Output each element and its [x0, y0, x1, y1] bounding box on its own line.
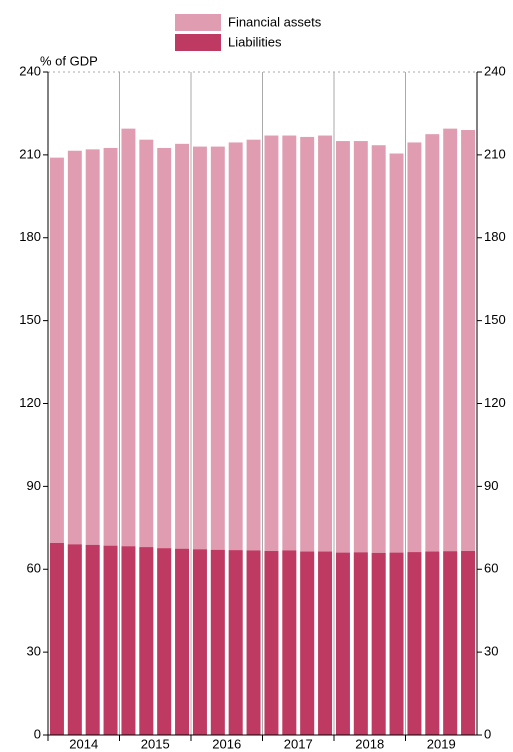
x-tick-label: 2015 [141, 736, 170, 751]
y-tick-label: 240 [19, 63, 41, 78]
y2-tick-label: 0 [484, 726, 491, 741]
y2-tick-label: 60 [484, 561, 498, 576]
bar [228, 550, 243, 735]
y-tick-label: 90 [27, 478, 41, 493]
bar [67, 544, 82, 735]
bar [264, 551, 279, 735]
y2-tick-label: 90 [484, 478, 498, 493]
y-tick-label: 150 [19, 312, 41, 327]
bar [85, 544, 100, 735]
y2-tick-label: 210 [484, 146, 506, 161]
bar [335, 552, 350, 735]
bar [157, 548, 172, 735]
y-tick-label: 180 [19, 229, 41, 244]
bar [371, 552, 386, 735]
y-tick-label: 30 [27, 644, 41, 659]
bar [300, 551, 315, 735]
x-tick-label: 2016 [212, 736, 241, 751]
y-tick-label: 0 [34, 726, 41, 741]
y2-tick-label: 30 [484, 644, 498, 659]
bar [389, 552, 404, 735]
bar [210, 549, 225, 735]
y-tick-label: 120 [19, 395, 41, 410]
bar [103, 545, 118, 735]
bar [282, 550, 297, 735]
bar [318, 551, 333, 735]
x-tick-label: 2019 [427, 736, 456, 751]
bar [139, 547, 154, 735]
x-tick-label: 2017 [284, 736, 313, 751]
y2-tick-label: 120 [484, 395, 506, 410]
y2-tick-label: 150 [484, 312, 506, 327]
x-tick-label: 2014 [69, 736, 98, 751]
y-tick-label: 60 [27, 561, 41, 576]
y2-tick-label: 240 [484, 63, 506, 78]
legend-label: Liabilities [228, 34, 282, 49]
y2-tick-label: 180 [484, 229, 506, 244]
x-tick-label: 2018 [355, 736, 384, 751]
legend-swatch [175, 34, 221, 51]
bar [353, 552, 368, 735]
y-tick-label: 210 [19, 146, 41, 161]
bar [175, 548, 190, 735]
bar [425, 551, 440, 735]
bar [192, 549, 207, 735]
bar [407, 552, 422, 735]
bar [121, 546, 136, 735]
bar [49, 543, 64, 735]
y-axis-label: % of GDP [40, 53, 98, 68]
bar [246, 550, 261, 735]
bar [461, 551, 476, 735]
bar [443, 551, 458, 735]
legend-swatch [175, 14, 221, 31]
legend-label: Financial assets [228, 14, 322, 29]
